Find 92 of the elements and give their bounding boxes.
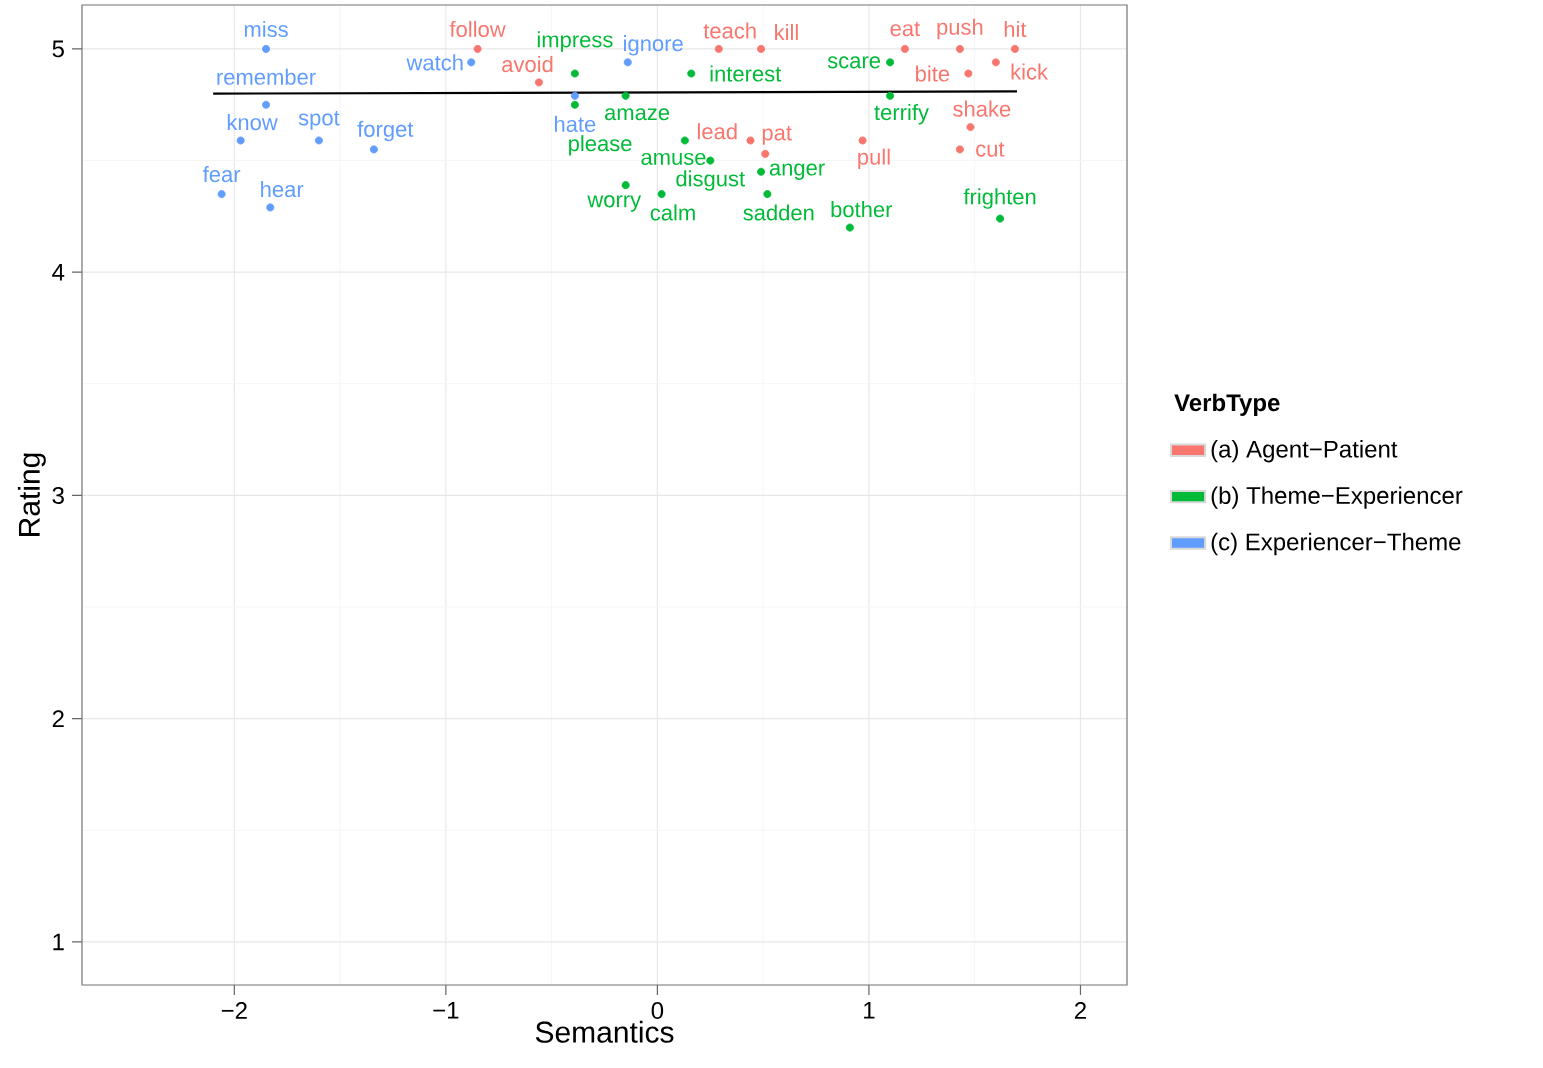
point	[534, 78, 543, 87]
y-tick-label: 4	[52, 263, 65, 281]
data-label: anger	[769, 163, 825, 180]
point	[886, 91, 895, 100]
data-label: cut	[976, 142, 1005, 157]
data-label: miss	[244, 20, 288, 38]
data-label: push	[937, 18, 983, 40]
data-label: calm	[650, 204, 695, 221]
point	[763, 190, 772, 199]
point	[757, 44, 766, 53]
legend-label: (c) Experiencer−Theme	[1211, 532, 1461, 556]
point	[900, 44, 909, 53]
x-tick-label: 1	[864, 1002, 875, 1019]
point	[955, 44, 964, 53]
data-label: disgust	[676, 170, 745, 191]
data-label: fear	[202, 166, 241, 183]
point	[757, 167, 766, 176]
point	[964, 69, 973, 78]
data-label: kick	[1011, 63, 1049, 80]
data-label: pull	[858, 148, 890, 170]
data-label: forget	[357, 120, 414, 142]
legend-label: (a) Agent−Patient	[1211, 440, 1398, 463]
point	[966, 123, 975, 132]
data-label: amuse	[641, 152, 706, 165]
data-label: terrify	[874, 103, 929, 125]
point	[262, 100, 271, 109]
y-tick-label: 2	[52, 710, 64, 728]
x-tick-label: −1	[433, 1002, 459, 1019]
data-label: kill	[775, 24, 798, 40]
point	[314, 136, 323, 145]
x-tick-label: −2	[221, 1002, 247, 1019]
point	[262, 44, 271, 53]
y-tick-label: 5	[52, 40, 64, 58]
point	[217, 190, 226, 199]
data-label: bother	[831, 201, 893, 218]
point	[467, 58, 476, 67]
point	[621, 181, 630, 190]
y-tick-label: 1	[53, 933, 64, 951]
data-label: follow	[449, 20, 506, 38]
data-label: impress	[537, 31, 613, 52]
y-tick-label: 3	[52, 486, 64, 504]
point	[955, 145, 964, 154]
x-axis-title: Semantics	[535, 1020, 674, 1043]
point	[570, 91, 579, 100]
point	[266, 203, 275, 212]
point	[236, 136, 245, 145]
data-label: hate	[555, 115, 596, 132]
x-tick-label: 2	[1074, 1002, 1086, 1019]
data-label: hear	[261, 180, 304, 198]
data-label: frighten	[963, 188, 1036, 209]
data-label: ignore	[624, 35, 683, 56]
data-label: scare	[827, 56, 880, 69]
data-label: shake	[953, 100, 1011, 117]
data-label: lead	[697, 123, 737, 140]
legend-title: VerbType	[1174, 393, 1280, 416]
point	[680, 136, 689, 145]
point	[1010, 44, 1019, 53]
point	[687, 69, 696, 78]
data-label: spot	[298, 111, 340, 130]
y-axis-title: Rating	[17, 453, 46, 536]
point	[570, 69, 579, 78]
point	[746, 136, 755, 145]
point	[991, 58, 1000, 67]
data-label: teach	[703, 22, 756, 39]
data-label: eat	[890, 21, 921, 37]
data-label: amaze	[604, 108, 670, 121]
data-label: watch	[406, 54, 463, 71]
data-label: hit	[1004, 20, 1027, 37]
point	[623, 58, 632, 67]
point	[570, 100, 579, 109]
point	[621, 91, 630, 100]
point	[706, 156, 715, 165]
point	[996, 214, 1005, 223]
data-label: worry	[587, 195, 642, 212]
data-label: interest	[710, 65, 782, 82]
point	[761, 149, 770, 158]
data-label: sadden	[743, 204, 814, 221]
point	[714, 44, 723, 53]
x-tick-label: 0	[651, 1002, 664, 1020]
point	[657, 190, 666, 199]
data-label: pat	[762, 126, 792, 145]
data-label: know	[227, 114, 278, 131]
data-label: bite	[916, 65, 950, 82]
data-label: avoid	[502, 55, 553, 73]
point	[369, 145, 378, 154]
legend-label: (b) Theme−Experiencer	[1211, 486, 1463, 509]
point	[473, 44, 482, 53]
point	[858, 136, 867, 145]
data-label: remember	[217, 68, 316, 85]
point	[886, 58, 895, 67]
point	[845, 223, 854, 232]
data-label: please	[569, 135, 632, 156]
